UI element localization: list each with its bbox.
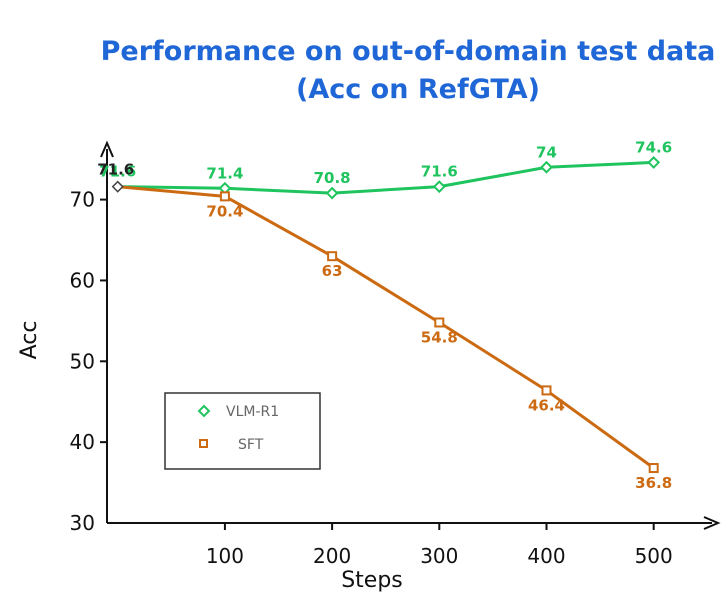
y-tick-label: 50 [70, 349, 95, 373]
axes [100, 140, 721, 530]
legend-marker-vlm-r1 [197, 404, 211, 418]
series-line-vlm-r1 [117, 160, 654, 195]
series-markers [111, 155, 661, 474]
x-axis-arrow [703, 516, 721, 530]
ticks: 100 200 300 400 500 30 40 50 60 70 [70, 188, 673, 568]
data-point-vlm-r1 [432, 180, 446, 194]
data-point-vlm-r1 [647, 155, 661, 169]
data-point-vlm-r1 [540, 160, 553, 174]
data-label-sft: 63 [322, 262, 343, 280]
y-tick-label: 60 [70, 268, 95, 292]
legend: VLM-R1 SFT [164, 392, 321, 470]
data-label-start: 71.6 [97, 161, 134, 179]
y-axis-label: Acc [17, 321, 42, 360]
chart-title: Performance on out-of-domain test data [101, 36, 716, 67]
data-label-vlm-r1: 71.6 [99, 163, 136, 181]
x-tick-label: 100 [206, 544, 244, 568]
x-tick-label: 300 [420, 544, 458, 568]
legend-box [164, 392, 321, 470]
series-lines [117, 160, 655, 470]
series-line-sft [117, 185, 655, 470]
chart-subtitle: (Acc on RefGTA) [296, 74, 540, 105]
data-point-vlm-r1 [325, 186, 339, 200]
legend-label-sft: SFT [238, 437, 264, 453]
data-label-sft: 46.4 [528, 396, 565, 414]
y-tick-label: 70 [70, 188, 95, 212]
data-label-vlm-r1: 71.6 [421, 163, 458, 181]
x-axis-label: Steps [341, 568, 403, 593]
data-label-sft: 70.4 [206, 202, 243, 220]
legend-label-vlm-r1: VLM-R1 [226, 404, 279, 420]
data-point-sft [219, 191, 230, 202]
data-label-vlm-r1: 70.8 [314, 169, 351, 187]
x-tick-label: 400 [527, 544, 565, 568]
data-point-sft [434, 317, 445, 328]
y-axis-arrow [100, 140, 114, 158]
data-point-start [111, 180, 124, 193]
data-label-vlm-r1: 74 [536, 143, 557, 161]
data-label-vlm-r1: 74.6 [635, 138, 672, 156]
x-tick-label: 500 [635, 544, 673, 568]
legend-marker-sft [199, 439, 208, 448]
data-point-sft [648, 463, 659, 474]
y-tick-label: 40 [70, 430, 95, 454]
data-label-sft: 54.8 [421, 328, 458, 346]
data-labels: 71.6 71.4 70.8 71.6 74 74.6 70.4 63 54.8 46.4 36.8… [97, 138, 672, 492]
y-tick-label: 30 [70, 511, 95, 535]
data-label-sft: 36.8 [635, 474, 672, 492]
data-point-sft [327, 251, 338, 262]
data-point-sft [541, 385, 552, 396]
data-label-vlm-r1: 71.4 [206, 164, 243, 182]
x-tick-label: 200 [313, 544, 351, 568]
